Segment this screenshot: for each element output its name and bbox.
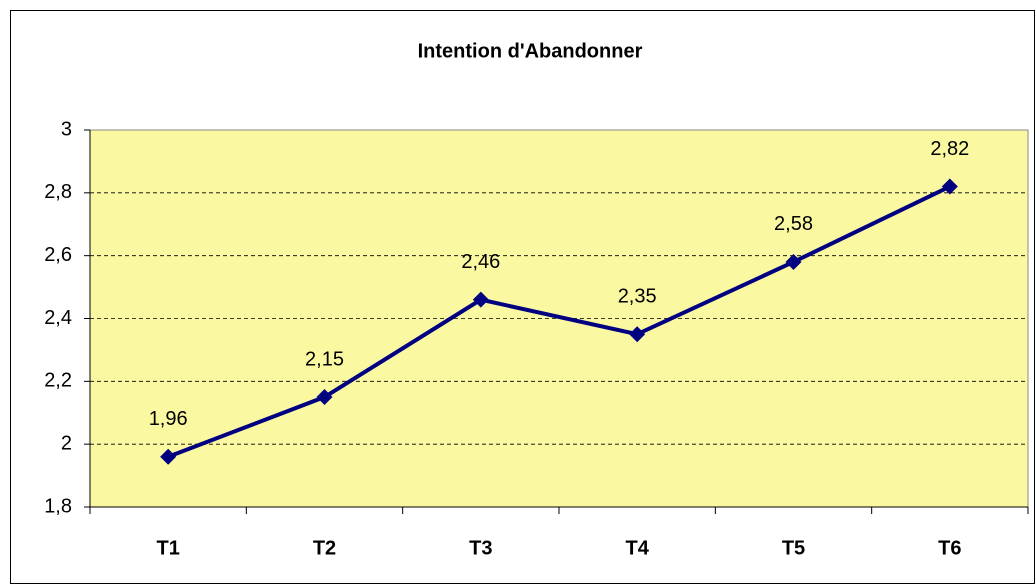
data-label: 2,82 [930, 138, 969, 160]
data-label: 1,96 [149, 408, 188, 430]
x-tick-label: T3 [469, 537, 492, 559]
y-tick-label: 2,4 [44, 307, 72, 329]
y-tick-label: 2,8 [44, 181, 72, 203]
marker [941, 178, 958, 195]
y-tick-label: 1,8 [44, 495, 72, 517]
marker [160, 448, 177, 465]
x-tick-label: T4 [625, 537, 649, 559]
y-tick-label: 2,2 [44, 370, 72, 392]
marker [316, 389, 333, 406]
marker [629, 326, 646, 343]
y-tick-label: 3 [61, 118, 72, 140]
y-tick-label: 2,6 [44, 244, 72, 266]
x-tick-label: T6 [938, 537, 961, 559]
line [167, 184, 951, 459]
x-tick-label: T2 [313, 537, 336, 559]
data-label: 2,35 [618, 285, 657, 307]
data-label: 2,58 [774, 213, 813, 235]
chart-title: Intention d'Abandonner [418, 40, 643, 62]
marker [472, 291, 489, 308]
data-label: 2,15 [305, 348, 344, 370]
data-label: 2,46 [461, 251, 500, 273]
marker [785, 253, 802, 270]
x-tick-label: T1 [156, 537, 179, 559]
x-tick-label: T5 [782, 537, 805, 559]
y-tick-label: 2 [61, 432, 72, 454]
